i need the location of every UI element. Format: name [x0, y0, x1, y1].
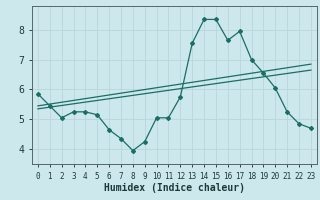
X-axis label: Humidex (Indice chaleur): Humidex (Indice chaleur): [104, 183, 245, 193]
